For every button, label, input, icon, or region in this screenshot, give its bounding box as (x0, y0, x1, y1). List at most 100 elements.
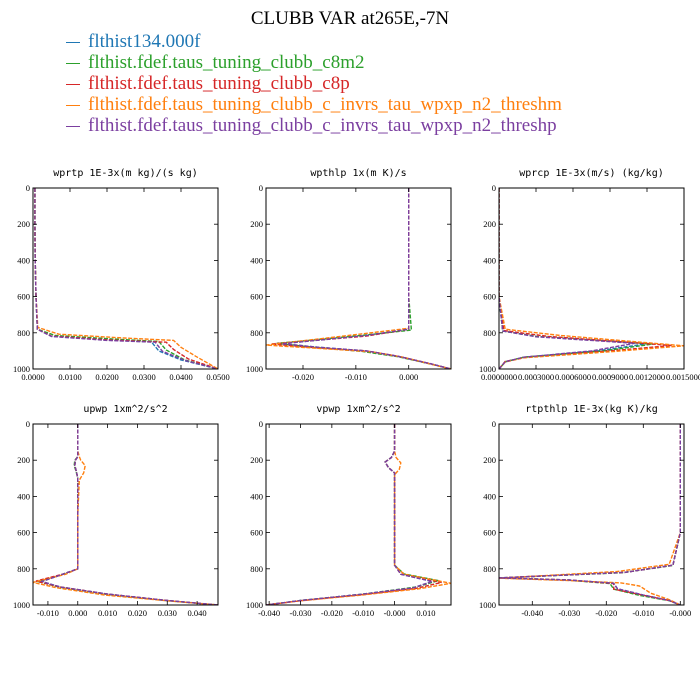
y-tick-label: 400 (250, 255, 263, 265)
series-line (33, 424, 218, 605)
x-tick-label: 0.0006000 (555, 372, 591, 382)
series-line (266, 424, 435, 605)
series-line (266, 424, 439, 605)
x-tick-label: -0.010 (352, 608, 374, 618)
y-tick-label: 600 (483, 528, 496, 538)
y-tick-label: 800 (250, 564, 263, 574)
series-line (499, 424, 681, 605)
legend-swatch (66, 63, 80, 65)
legend: flthist134.000f flthist.fdef.taus_tuning… (66, 31, 562, 136)
x-tick-label: 0.000 (399, 372, 418, 382)
series-line (499, 424, 681, 605)
plot-frame (498, 187, 685, 370)
x-tick-label: 0.010 (98, 608, 117, 618)
y-tick-label: 0 (26, 183, 30, 193)
x-tick-label: -0.010 (345, 372, 367, 382)
legend-swatch (66, 84, 80, 86)
y-tick-label: 0 (26, 419, 30, 429)
y-tick-label: 1000 (13, 600, 30, 610)
y-tick-label: 800 (483, 328, 496, 338)
y-tick-label: 200 (483, 219, 496, 229)
series-line (39, 424, 218, 605)
series-line (266, 424, 435, 605)
y-tick-label: 0 (492, 419, 496, 429)
x-tick-label: -0.010 (37, 608, 59, 618)
series-line (499, 188, 635, 369)
x-tick-label: 0.010 (416, 608, 435, 618)
y-tick-label: 600 (250, 528, 263, 538)
y-tick-label: 200 (17, 219, 30, 229)
series-line (499, 188, 684, 369)
y-tick-label: 400 (17, 255, 30, 265)
profile-panel: upwp 1xm^2/s^2 0 200 400 600 800 1000 -0.010 0.0… (13, 404, 219, 618)
y-tick-label: 1000 (479, 600, 496, 610)
x-tick-label: 0.0003000 (518, 372, 554, 382)
x-tick-label: 0.0000 (21, 372, 44, 382)
y-tick-label: 200 (250, 455, 263, 465)
y-tick-label: 400 (250, 491, 263, 501)
y-tick-label: 1000 (246, 600, 263, 610)
series-line (34, 188, 218, 369)
plot-frame (265, 423, 452, 606)
x-tick-label: 0.0300 (132, 372, 155, 382)
x-tick-label: 0.0500 (206, 372, 229, 382)
series-line (499, 424, 681, 605)
series-line (36, 424, 218, 605)
x-tick-label: -0.000 (384, 608, 406, 618)
x-tick-label: 0.0400 (169, 372, 192, 382)
x-tick-label: -0.030 (558, 608, 580, 618)
x-tick-label: 0.0009000 (592, 372, 628, 382)
x-tick-label: -0.040 (258, 608, 280, 618)
y-tick-label: 400 (483, 491, 496, 501)
x-tick-label: 0.0200 (95, 372, 118, 382)
x-tick-label: 0.030 (158, 608, 177, 618)
series-line (39, 424, 218, 605)
x-tick-label: 0.000 (68, 608, 87, 618)
y-tick-label: 800 (250, 328, 263, 338)
profile-panel: wprtp 1E-3x(m kg)/(s kg) 0 200 400 600 800 100… (13, 168, 230, 382)
y-tick-label: 200 (483, 455, 496, 465)
series-line (35, 424, 218, 605)
legend-label: flthist.fdef.taus_tuning_clubb_c8m2 (88, 52, 365, 73)
x-tick-label: -0.040 (521, 608, 543, 618)
legend-entry: flthist.fdef.taus_tuning_clubb_c8m2 (66, 52, 562, 73)
y-tick-label: 800 (17, 564, 30, 574)
panel-title: vpwp 1xm^2/s^2 (316, 404, 400, 415)
x-tick-label: -0.020 (292, 372, 314, 382)
x-tick-label: -0.030 (290, 608, 312, 618)
panel-title: upwp 1xm^2/s^2 (83, 404, 167, 415)
legend-label: flthist.fdef.taus_tuning_clubb_c_invrs_t… (88, 94, 562, 115)
x-tick-label: 0.040 (188, 608, 207, 618)
plot-frame (32, 187, 219, 370)
series-line (34, 188, 218, 369)
series-line (281, 188, 451, 369)
legend-label: flthist.fdef.taus_tuning_clubb_c8p (88, 73, 350, 94)
y-tick-label: 400 (483, 255, 496, 265)
series-line (34, 188, 218, 369)
x-tick-label: -0.010 (632, 608, 654, 618)
series-line (34, 188, 218, 369)
series-line (499, 188, 672, 369)
legend-label: flthist.fdef.taus_tuning_clubb_c_invrs_t… (88, 115, 557, 136)
y-tick-label: 600 (17, 292, 30, 302)
y-tick-label: 0 (492, 183, 496, 193)
y-tick-label: 600 (17, 528, 30, 538)
y-tick-label: 0 (259, 183, 263, 193)
x-tick-label: -0.020 (321, 608, 343, 618)
series-line (499, 424, 681, 605)
y-tick-label: 200 (17, 455, 30, 465)
x-tick-label: -0.020 (595, 608, 617, 618)
y-tick-label: 1000 (13, 364, 30, 374)
y-tick-label: 0 (259, 419, 263, 429)
legend-label: flthist134.000f (88, 31, 201, 52)
panel-title: rtpthlp 1E-3x(kg K)/kg (525, 404, 657, 415)
legend-entry: flthist134.000f (66, 31, 562, 52)
series-line (266, 424, 451, 605)
y-tick-label: 800 (17, 328, 30, 338)
plot-frame (498, 423, 685, 606)
x-tick-label: 0.020 (128, 608, 147, 618)
x-tick-label: 0.0000000 (481, 372, 517, 382)
legend-swatch (66, 42, 80, 44)
legend-entry: flthist.fdef.taus_tuning_clubb_c_invrs_t… (66, 94, 562, 115)
plot-frame (32, 423, 219, 606)
